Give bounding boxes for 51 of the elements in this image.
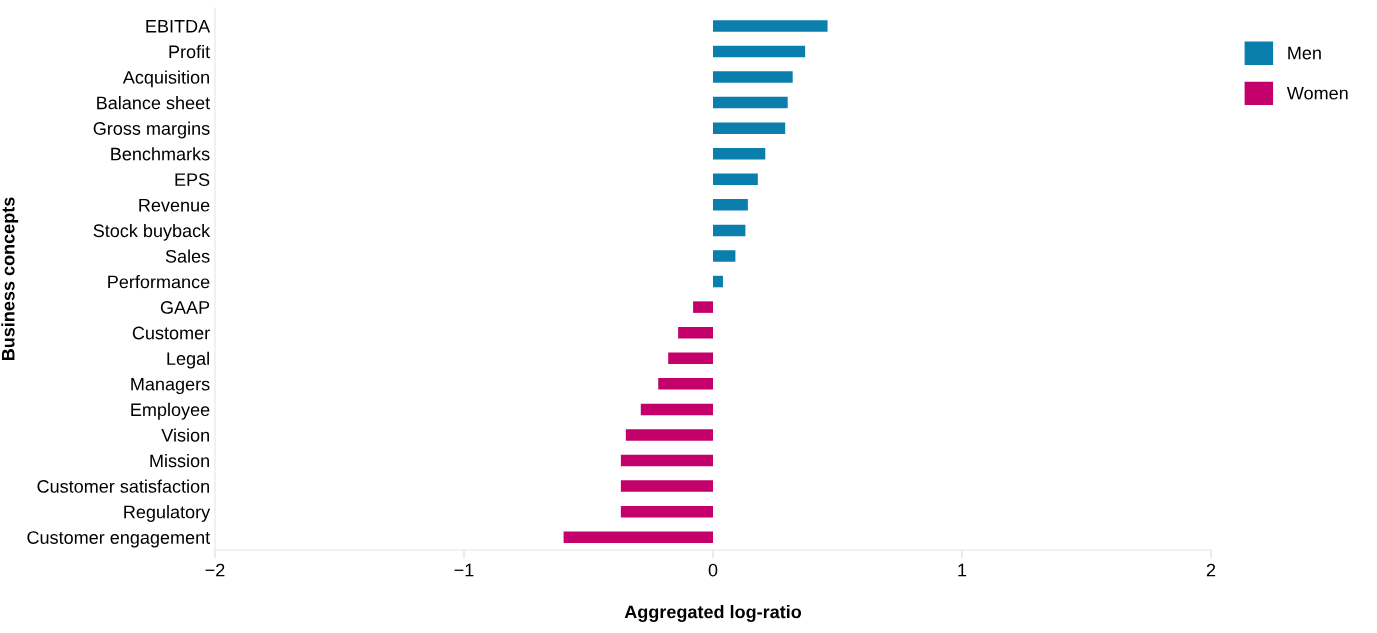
x-tick-label: 2 bbox=[1206, 563, 1216, 577]
y-tick-label: GAAP bbox=[160, 301, 210, 314]
bar bbox=[713, 199, 748, 211]
y-tick-label: Sales bbox=[165, 249, 210, 263]
bar bbox=[713, 71, 793, 83]
bar bbox=[713, 45, 806, 58]
y-tick-label: Legal bbox=[167, 351, 209, 369]
y-tick-label: Customer bbox=[132, 326, 210, 340]
bar bbox=[620, 505, 713, 518]
x-tick-label: 0 bbox=[708, 563, 718, 577]
y-tick-label: Profit bbox=[169, 44, 211, 59]
legend-label: Women bbox=[1286, 86, 1348, 100]
bar bbox=[625, 429, 713, 441]
y-tick-label: Customer engagement bbox=[27, 531, 211, 548]
bar bbox=[640, 403, 713, 416]
y-tick-label: Employee bbox=[131, 402, 210, 420]
bar bbox=[713, 173, 758, 186]
y-tick-label: Mission bbox=[150, 453, 209, 468]
y-tick-label: Managers bbox=[131, 377, 210, 395]
bar bbox=[693, 301, 713, 313]
y-tick-label: Balance sheet bbox=[97, 96, 211, 110]
bar bbox=[713, 96, 788, 109]
bar bbox=[713, 275, 723, 288]
y-tick-label: Benchmarks bbox=[111, 147, 210, 161]
bar bbox=[620, 454, 713, 467]
legend-label: Men bbox=[1288, 46, 1321, 60]
y-tick-label: Customer satisfaction bbox=[37, 479, 209, 493]
x-tick-label: 1 bbox=[958, 563, 967, 577]
y-tick-label: Gross margins bbox=[93, 121, 210, 139]
y-tick-label: EPS bbox=[175, 173, 210, 187]
x-tick-label: −1 bbox=[454, 563, 474, 577]
bar bbox=[563, 531, 713, 543]
bar bbox=[668, 352, 713, 365]
y-tick-label: Regulatory bbox=[124, 505, 211, 522]
y-axis-title: Business concepts bbox=[1, 197, 19, 361]
bar bbox=[713, 20, 828, 32]
x-axis-title: Aggregated log-ratio bbox=[624, 605, 802, 622]
bar bbox=[713, 224, 746, 237]
bar bbox=[713, 122, 786, 134]
x-tick-label: −2 bbox=[205, 563, 225, 577]
y-tick-label: Stock buyback bbox=[93, 223, 211, 241]
y-tick-label: Vision bbox=[161, 428, 209, 442]
bar bbox=[713, 250, 736, 262]
y-tick-label: Acquisition bbox=[122, 70, 209, 88]
bar bbox=[620, 480, 713, 492]
y-tick-label: Performance bbox=[108, 275, 210, 289]
y-tick-label: Revenue bbox=[139, 198, 210, 212]
y-tick-label: EBITDA bbox=[146, 20, 211, 33]
bar bbox=[678, 326, 713, 339]
bar bbox=[658, 378, 713, 390]
bar bbox=[713, 147, 766, 160]
